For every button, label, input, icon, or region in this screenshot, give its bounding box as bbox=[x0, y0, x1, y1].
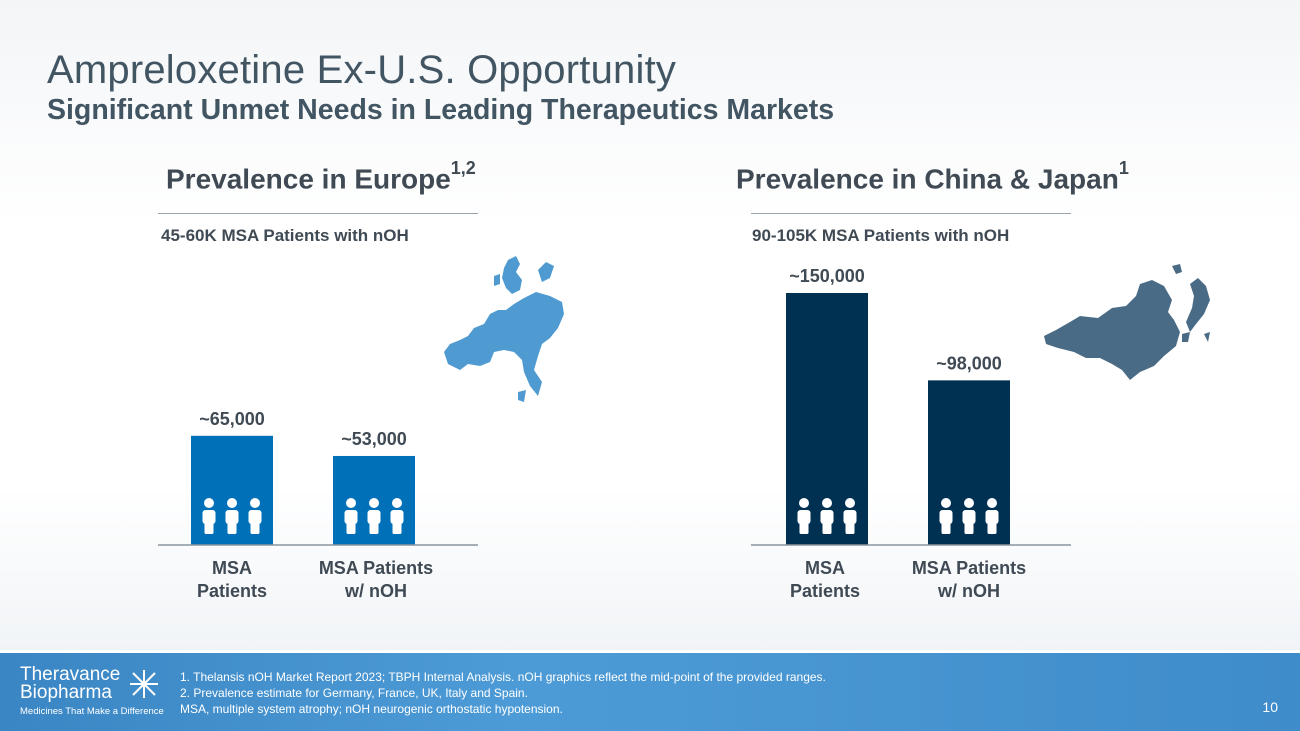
china-japan-bar-2-person-icon-1-legs bbox=[941, 522, 951, 534]
europe-category-label-2: MSA Patients w/ nOH bbox=[304, 557, 448, 603]
slide-subtitle: Significant Unmet Needs in Leading Thera… bbox=[47, 94, 835, 126]
europe-cat1-line2: Patients bbox=[196, 581, 268, 601]
europe-title-rule bbox=[158, 213, 478, 214]
europe-bar-1-person-icon-2-head bbox=[227, 498, 237, 508]
china-japan-bar-2-person-icon-2-legs bbox=[964, 522, 974, 534]
europe-category-label-1: MSA Patients bbox=[172, 557, 292, 603]
europe-bar-2-person-icon-1 bbox=[344, 498, 358, 534]
europe-bar-1-person-icon-1-body bbox=[202, 510, 216, 524]
china-japan-bar-1-person-icon-1-body bbox=[797, 510, 811, 524]
europe-bar-2-person-icon-1-legs bbox=[346, 522, 356, 534]
europe-map-icon bbox=[444, 256, 564, 402]
europe-bar-1-person-icon-3-head bbox=[250, 498, 260, 508]
china-japan-bar-1-person-icon-3 bbox=[843, 498, 857, 534]
china-japan-bar-2-person-icon-3 bbox=[985, 498, 999, 534]
cj-cat2-line1: MSA Patients bbox=[911, 558, 1027, 578]
europe-bar-2-person-icon-1-head bbox=[346, 498, 356, 508]
europe-bar-1-person-icon-3 bbox=[248, 498, 262, 534]
europe-bar-1-person-icon-1-head bbox=[204, 498, 214, 508]
cj-cat1-line1: MSA bbox=[805, 558, 845, 578]
europe-cat2-line1: MSA Patients bbox=[318, 558, 434, 578]
logo-line-1: Theravance bbox=[20, 664, 121, 685]
logo-star-icon bbox=[130, 670, 158, 698]
china-japan-value-label-2: ~98,000 bbox=[936, 353, 1002, 373]
china-japan-title-superscript: 1 bbox=[1118, 158, 1129, 178]
china-japan-bar-2-person-icon-2 bbox=[962, 498, 976, 534]
europe-bar-1-person-icon-3-legs bbox=[250, 522, 260, 534]
china-japan-bar-2-person-icon-1-body bbox=[939, 510, 953, 524]
europe-bar-2-person-icon-3-body bbox=[390, 510, 404, 524]
europe-title-text: Prevalence in Europe bbox=[166, 163, 451, 195]
china-japan-bar-2-person-icon-2-head bbox=[964, 498, 974, 508]
china-japan-bar-1-person-icon-3-legs bbox=[845, 522, 855, 534]
cj-cat1-line2: Patients bbox=[789, 581, 861, 601]
china-japan-map-icon bbox=[1044, 264, 1210, 380]
china-japan-category-label-1: MSA Patients bbox=[765, 557, 885, 603]
china-japan-bar-2-person-icon-3-head bbox=[987, 498, 997, 508]
europe-title-superscript: 1,2 bbox=[450, 158, 476, 178]
china-japan-bar-1-person-icon-2-legs bbox=[822, 522, 832, 534]
china-japan-bar-1-person-icon-2 bbox=[820, 498, 834, 534]
china-japan-category-label-2: MSA Patients w/ nOH bbox=[897, 557, 1041, 603]
europe-bar-2-person-icon-3-legs bbox=[392, 522, 402, 534]
europe-bar-1-person-icon-1 bbox=[202, 498, 216, 534]
cj-cat2-line2: w/ nOH bbox=[938, 581, 1000, 601]
china-japan-bar-1-person-icon-3-head bbox=[845, 498, 855, 508]
china-japan-bar-2-person-icon-1-head bbox=[941, 498, 951, 508]
europe-bar-2-person-icon-2-body bbox=[367, 510, 381, 524]
slide-title: Ampreloxetine Ex-U.S. Opportunity bbox=[47, 48, 677, 92]
footnote-1: 1. Thelansis nOH Market Report 2023; TBP… bbox=[180, 670, 826, 684]
china-japan-title-text: Prevalence in China & Japan bbox=[736, 163, 1119, 195]
logo-line-2: Biopharma bbox=[20, 682, 112, 703]
europe-cat2-line2: w/ nOH bbox=[345, 581, 407, 601]
china-japan-bar-1-person-icon-2-body bbox=[820, 510, 834, 524]
china-japan-value-label-1: ~150,000 bbox=[789, 266, 865, 286]
china-japan-bar-1-person-icon-1-legs bbox=[799, 522, 809, 534]
footer-bar bbox=[0, 653, 1300, 731]
china-japan-bar-2-person-icon-2-body bbox=[962, 510, 976, 524]
china-japan-bar-2-person-icon-1 bbox=[939, 498, 953, 534]
europe-cat1-line1: MSA bbox=[212, 558, 252, 578]
europe-bar-2-person-icon-2-legs bbox=[369, 522, 379, 534]
europe-panel-title: Prevalence in Europe1,2 bbox=[166, 158, 476, 195]
prevalence-bar-charts: ~65,000 ~53,000 ~150,000 ~98,000 bbox=[158, 266, 1071, 546]
europe-panel-subtitle: 45-60K MSA Patients with nOH bbox=[161, 226, 409, 245]
europe-bar-1-person-icon-1-legs bbox=[204, 522, 214, 534]
europe-bar-2-person-icon-3 bbox=[390, 498, 404, 534]
china-japan-bar-2-person-icon-3-legs bbox=[987, 522, 997, 534]
europe-value-label-2: ~53,000 bbox=[341, 429, 407, 449]
china-japan-bar-1-person-icon-1 bbox=[797, 498, 811, 534]
china-japan-title-rule bbox=[751, 213, 1071, 214]
china-japan-bar-2-person-icon-3-body bbox=[985, 510, 999, 524]
china-japan-bar-1-person-icon-2-head bbox=[822, 498, 832, 508]
china-japan-panel-title: Prevalence in China & Japan1 bbox=[736, 158, 1129, 195]
footnotes: 1. Thelansis nOH Market Report 2023; TBP… bbox=[180, 669, 826, 717]
china-japan-panel-subtitle: 90-105K MSA Patients with nOH bbox=[752, 226, 1010, 245]
europe-bar-2-person-icon-1-body bbox=[344, 510, 358, 524]
china-japan-bar-1-person-icon-1-head bbox=[799, 498, 809, 508]
china-japan-bar-1-person-icon-3-body bbox=[843, 510, 857, 524]
footnote-2: 2. Prevalence estimate for Germany, Fran… bbox=[180, 686, 528, 700]
company-logo: Theravance Biopharma bbox=[20, 664, 121, 703]
page-number: 10 bbox=[1262, 699, 1278, 715]
europe-bar-1-person-icon-3-body bbox=[248, 510, 262, 524]
europe-bar-1-person-icon-2 bbox=[225, 498, 239, 534]
europe-bar-1-person-icon-2-body bbox=[225, 510, 239, 524]
europe-bar-2-person-icon-3-head bbox=[392, 498, 402, 508]
europe-bar-1-person-icon-2-legs bbox=[227, 522, 237, 534]
footnote-abbreviations: MSA, multiple system atrophy; nOH neurog… bbox=[180, 702, 563, 716]
europe-value-label-1: ~65,000 bbox=[199, 409, 265, 429]
europe-bar-2-person-icon-2-head bbox=[369, 498, 379, 508]
logo-tagline: Medicines That Make a Difference bbox=[20, 706, 164, 717]
europe-bar-2-person-icon-2 bbox=[367, 498, 381, 534]
